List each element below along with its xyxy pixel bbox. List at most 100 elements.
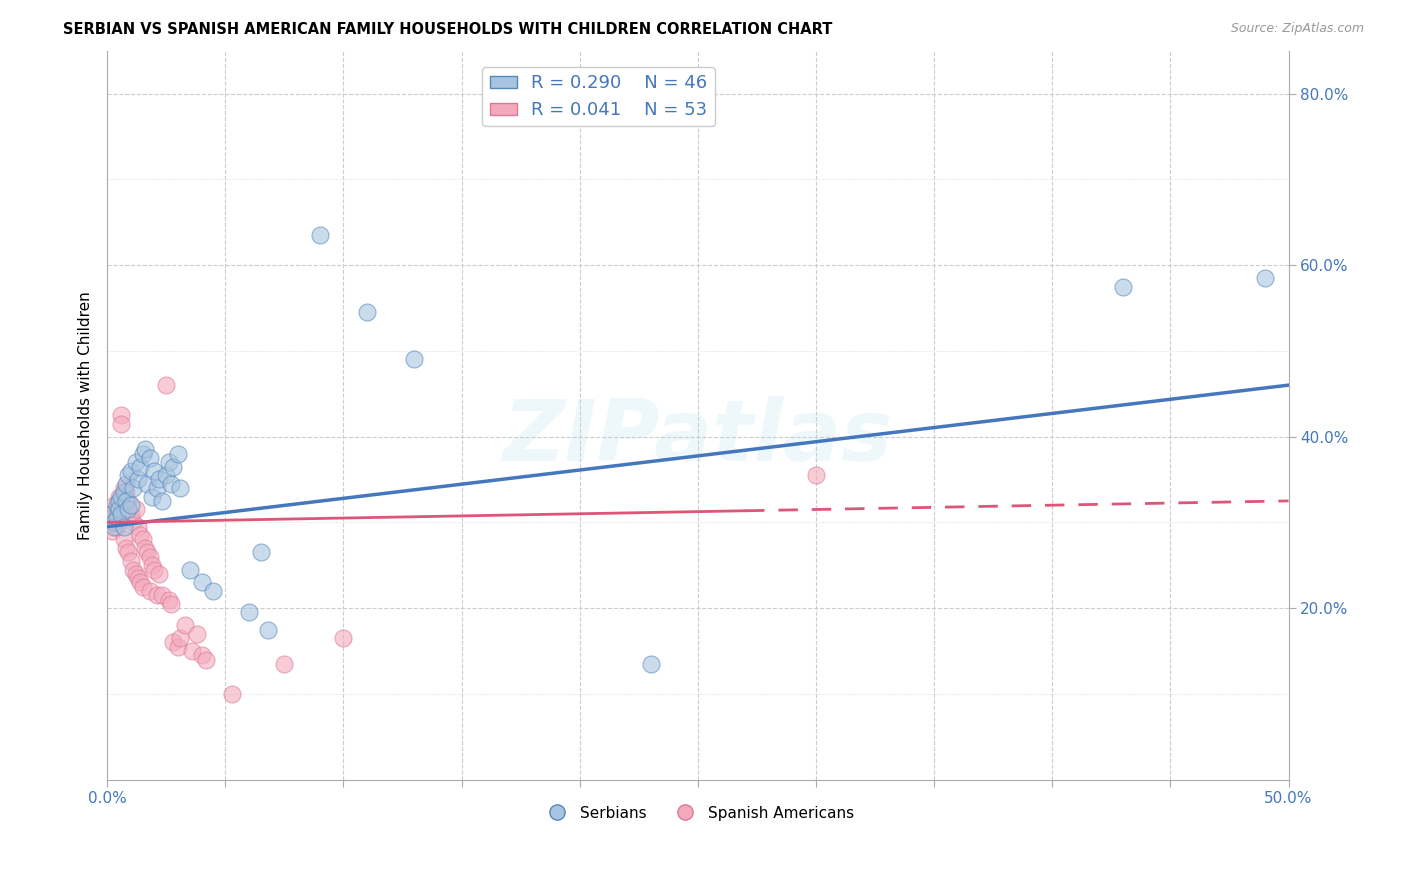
Point (112, 481, 135, 495)
Point (115, 494, 138, 508)
Point (108, 502, 131, 516)
Point (112, 533, 135, 547)
Point (124, 566, 146, 581)
Point (131, 533, 153, 547)
Point (122, 562, 145, 576)
Point (138, 450, 160, 465)
Point (146, 588, 169, 602)
Point (120, 498, 142, 512)
Point (117, 494, 139, 508)
Point (256, 623, 278, 637)
Point (120, 464, 142, 478)
Text: SERBIAN VS SPANISH AMERICAN FAMILY HOUSEHOLDS WITH CHILDREN CORRELATION CHART: SERBIAN VS SPANISH AMERICAN FAMILY HOUSE… (63, 22, 832, 37)
Point (195, 652, 218, 666)
Point (167, 640, 190, 654)
Point (103, 498, 125, 512)
Point (101, 507, 124, 521)
Point (134, 541, 156, 555)
Point (110, 490, 132, 504)
Legend: Serbians, Spanish Americans: Serbians, Spanish Americans (536, 799, 860, 827)
Point (131, 447, 153, 461)
Point (143, 562, 166, 576)
Point (804, 468, 827, 483)
Point (155, 468, 177, 483)
Point (238, 606, 260, 620)
Text: Source: ZipAtlas.com: Source: ZipAtlas.com (1230, 22, 1364, 36)
Point (640, 657, 662, 671)
Point (131, 580, 153, 594)
Point (98, 507, 121, 521)
Point (155, 378, 177, 392)
Point (249, 545, 271, 559)
Point (148, 566, 170, 581)
Point (273, 657, 295, 671)
Point (157, 592, 180, 607)
Point (162, 459, 184, 474)
Point (160, 476, 183, 491)
Point (169, 481, 191, 495)
Point (115, 485, 138, 500)
Y-axis label: Family Households with Children: Family Households with Children (79, 291, 93, 540)
Point (115, 541, 138, 555)
Point (404, 352, 426, 367)
Point (190, 575, 212, 590)
Point (117, 468, 139, 483)
Point (110, 408, 132, 422)
Point (150, 494, 173, 508)
Point (162, 635, 184, 649)
Point (124, 502, 146, 516)
Point (186, 627, 208, 641)
Point (190, 648, 212, 663)
Point (129, 459, 152, 474)
Point (122, 481, 145, 495)
Text: ZIPatlas: ZIPatlas (503, 395, 893, 478)
Point (167, 447, 190, 461)
Point (138, 549, 160, 564)
Point (150, 588, 173, 602)
Point (160, 597, 183, 611)
Point (120, 554, 142, 568)
Point (103, 519, 125, 533)
Point (169, 631, 191, 645)
Point (179, 562, 201, 576)
Point (143, 464, 166, 478)
Point (174, 618, 197, 632)
Point (112, 485, 135, 500)
Point (136, 476, 159, 491)
Point (356, 305, 378, 319)
Point (115, 476, 138, 491)
Point (141, 490, 163, 504)
Point (129, 528, 152, 542)
Point (332, 631, 354, 645)
Point (124, 455, 146, 469)
Point (129, 575, 152, 590)
Point (120, 507, 142, 521)
Point (105, 511, 128, 525)
Point (110, 507, 132, 521)
Point (181, 644, 204, 658)
Point (103, 516, 125, 530)
Point (127, 473, 149, 487)
Point (105, 498, 128, 512)
Point (221, 687, 243, 701)
Point (308, 228, 330, 243)
Point (117, 545, 139, 559)
Point (103, 516, 125, 530)
Point (110, 417, 132, 431)
Point (117, 502, 139, 516)
Point (101, 511, 124, 525)
Point (157, 455, 180, 469)
Point (108, 516, 131, 530)
Point (112, 519, 135, 533)
Point (146, 481, 169, 495)
Point (141, 558, 163, 573)
Point (1254, 271, 1277, 285)
Point (138, 583, 160, 598)
Point (134, 442, 156, 457)
Point (148, 473, 170, 487)
Point (127, 571, 149, 585)
Point (105, 519, 128, 533)
Point (108, 494, 131, 508)
Point (101, 524, 124, 538)
Point (1112, 279, 1135, 293)
